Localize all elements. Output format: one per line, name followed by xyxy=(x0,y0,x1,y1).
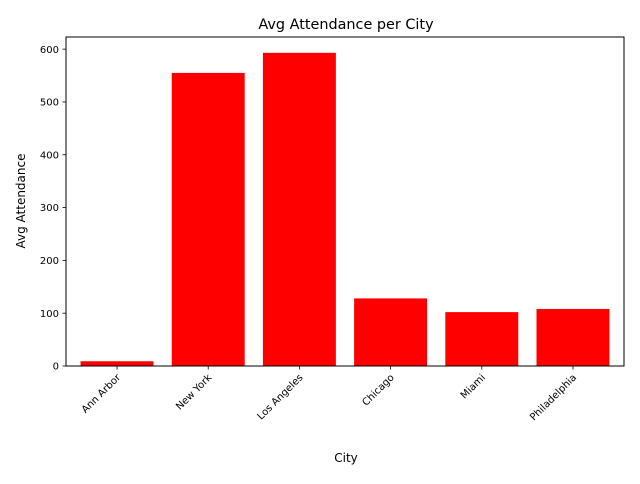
y-tick-label: 600 xyxy=(40,45,59,56)
plot-frame xyxy=(65,36,625,367)
chart-title: Avg Attendance per City xyxy=(258,17,434,33)
y-tick-label: 400 xyxy=(40,150,59,161)
y-axis-label: Avg Attendance xyxy=(14,154,28,249)
y-tick-label: 300 xyxy=(40,203,59,214)
bars-layer xyxy=(80,52,610,367)
bar-new-york xyxy=(171,72,245,366)
bar-chicago xyxy=(354,298,428,366)
y-tick-label: 500 xyxy=(40,98,59,109)
bar-ann-arbor xyxy=(80,361,154,366)
y-tick-label: 100 xyxy=(40,309,59,320)
y-tick-label: 200 xyxy=(40,256,59,267)
y-axis: 0 100 200 300 400 500 600 xyxy=(40,45,66,373)
bar-miami xyxy=(445,312,519,366)
y-tick-label: 0 xyxy=(53,362,59,373)
x-axis-label: City xyxy=(334,451,358,465)
bar-los-angeles xyxy=(262,52,336,367)
bar-philadelphia xyxy=(536,308,610,366)
